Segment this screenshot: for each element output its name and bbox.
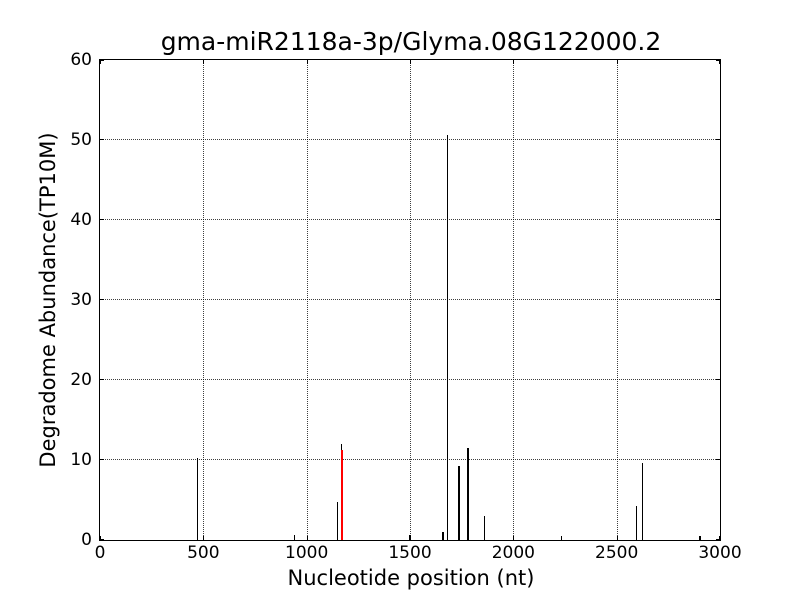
x-tick-mark	[719, 536, 720, 540]
y-tick-label: 30	[70, 290, 92, 310]
degradome-spike	[458, 466, 460, 540]
cleavage-site-spike	[340, 449, 344, 540]
y-tick-mark	[100, 539, 104, 540]
x-tick-label: 2500	[595, 543, 639, 563]
x-tick-mark-top	[513, 60, 515, 64]
y-tick-mark	[100, 139, 104, 140]
degradome-spike	[336, 502, 338, 540]
x-tick-mark	[306, 536, 308, 540]
y-tick-label: 20	[70, 370, 92, 390]
plot-area	[99, 59, 721, 541]
x-tick-mark-top	[719, 60, 720, 64]
x-axis-label: Nucleotide position (nt)	[287, 566, 535, 590]
x-tick-mark-top	[100, 60, 101, 64]
x-tick-mark-top	[306, 60, 308, 64]
y-tick-mark	[100, 299, 104, 300]
x-tick-mark	[203, 536, 205, 540]
gridline-vertical	[616, 60, 618, 540]
y-tick-mark-right	[716, 60, 720, 61]
y-tick-mark-right	[716, 379, 720, 380]
y-tick-label: 60	[70, 50, 92, 70]
y-axis-label: Degradome Abundance(TP10M)	[36, 132, 60, 468]
gridline-vertical	[513, 60, 515, 540]
degradome-spike	[293, 535, 295, 540]
chart-title: gma-miR2118a-3p/Glyma.08G122000.2	[160, 27, 662, 56]
gridline-vertical	[203, 60, 205, 540]
degradome-spike	[467, 448, 469, 540]
y-tick-mark-right	[716, 219, 720, 220]
y-tick-mark-right	[716, 539, 720, 540]
degradome-spike	[442, 532, 444, 540]
x-tick-label: 2000	[491, 543, 535, 563]
y-tick-label: 0	[81, 530, 92, 550]
x-tick-mark	[100, 536, 101, 540]
y-tick-mark	[100, 459, 104, 460]
y-tick-label: 10	[70, 450, 92, 470]
x-tick-label: 500	[187, 543, 220, 563]
degradome-spike	[636, 505, 638, 540]
x-tick-mark	[616, 536, 618, 540]
x-tick-label: 0	[94, 543, 106, 563]
y-tick-label: 50	[70, 130, 92, 150]
y-tick-mark-right	[716, 139, 720, 140]
degradome-spike	[483, 516, 486, 540]
degradome-spike	[446, 135, 449, 540]
y-tick-mark	[100, 219, 104, 220]
x-tick-mark-top	[203, 60, 205, 64]
x-tick-label: 1500	[388, 543, 432, 563]
gridline-vertical	[306, 60, 308, 540]
x-tick-mark-top	[616, 60, 618, 64]
degradome-spike	[699, 536, 701, 540]
y-tick-label: 40	[70, 210, 92, 230]
y-tick-mark	[100, 379, 104, 380]
degradome-spike	[196, 457, 198, 540]
degradome-spike	[561, 536, 563, 540]
x-tick-mark-top	[410, 60, 411, 64]
gridline-vertical	[410, 60, 411, 540]
x-tick-label: 1000	[285, 543, 329, 563]
y-tick-mark-right	[716, 459, 720, 460]
degradome-spike	[641, 463, 643, 540]
y-tick-mark-right	[716, 299, 720, 300]
y-tick-mark	[100, 60, 104, 61]
x-tick-label: 3000	[698, 543, 742, 563]
degradome-spike	[409, 535, 411, 540]
x-tick-mark	[513, 536, 515, 540]
